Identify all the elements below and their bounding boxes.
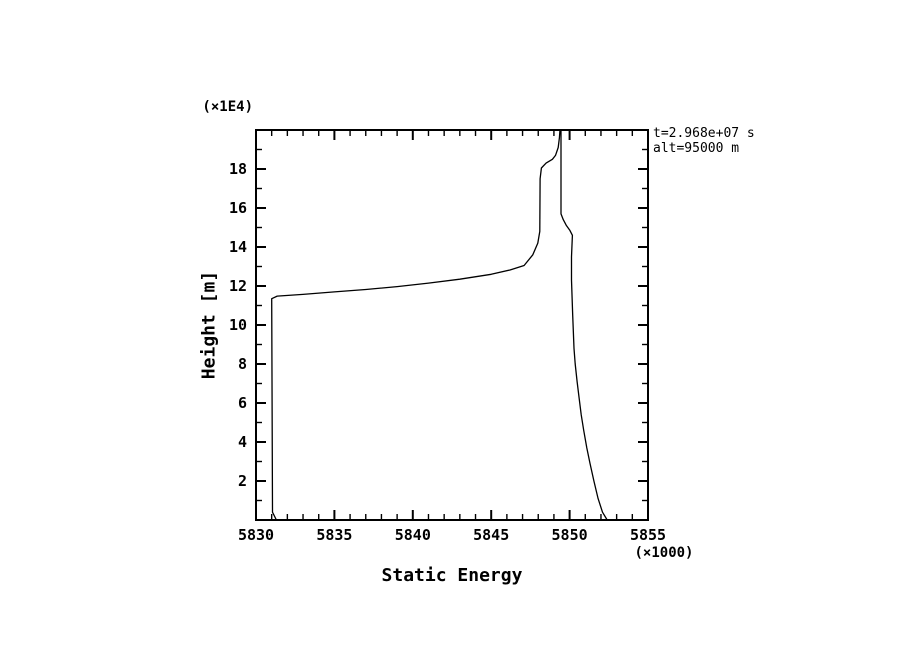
y-tick-label: 2 [237, 472, 247, 490]
x-tick-label: 5830 [237, 526, 275, 544]
annotation-altitude: alt=95000 m [653, 141, 740, 156]
y-tick-label: 18 [228, 160, 247, 178]
profile-curve [271, 130, 608, 521]
x-tick-label: 5850 [551, 526, 588, 544]
x-axis-unit-label: (×1000) [634, 545, 694, 561]
y-tick-label: 10 [228, 316, 247, 334]
y-tick-label: 16 [228, 199, 247, 217]
y-tick-label: 6 [237, 394, 247, 412]
annotation-time: t=2.968e+07 s [653, 126, 755, 141]
plot-frame [255, 129, 649, 521]
y-axis-unit-label: (×1E4) [202, 99, 253, 115]
y-axis-title: Height [m] [198, 270, 220, 380]
x-tick-label: 5835 [316, 526, 353, 544]
y-tick-label: 8 [237, 355, 247, 373]
x-tick-label: 5845 [473, 526, 510, 544]
y-tick-label: 14 [228, 238, 247, 256]
plot-annotation: t=2.968e+07 s alt=95000 m [653, 126, 755, 156]
y-tick-label: 4 [237, 433, 247, 451]
axis-ticks [255, 129, 649, 521]
y-tick-label: 12 [228, 277, 247, 295]
x-tick-label: 5840 [394, 526, 431, 544]
x-tick-label: 5855 [629, 526, 667, 544]
x-axis-title: Static Energy [381, 565, 523, 586]
